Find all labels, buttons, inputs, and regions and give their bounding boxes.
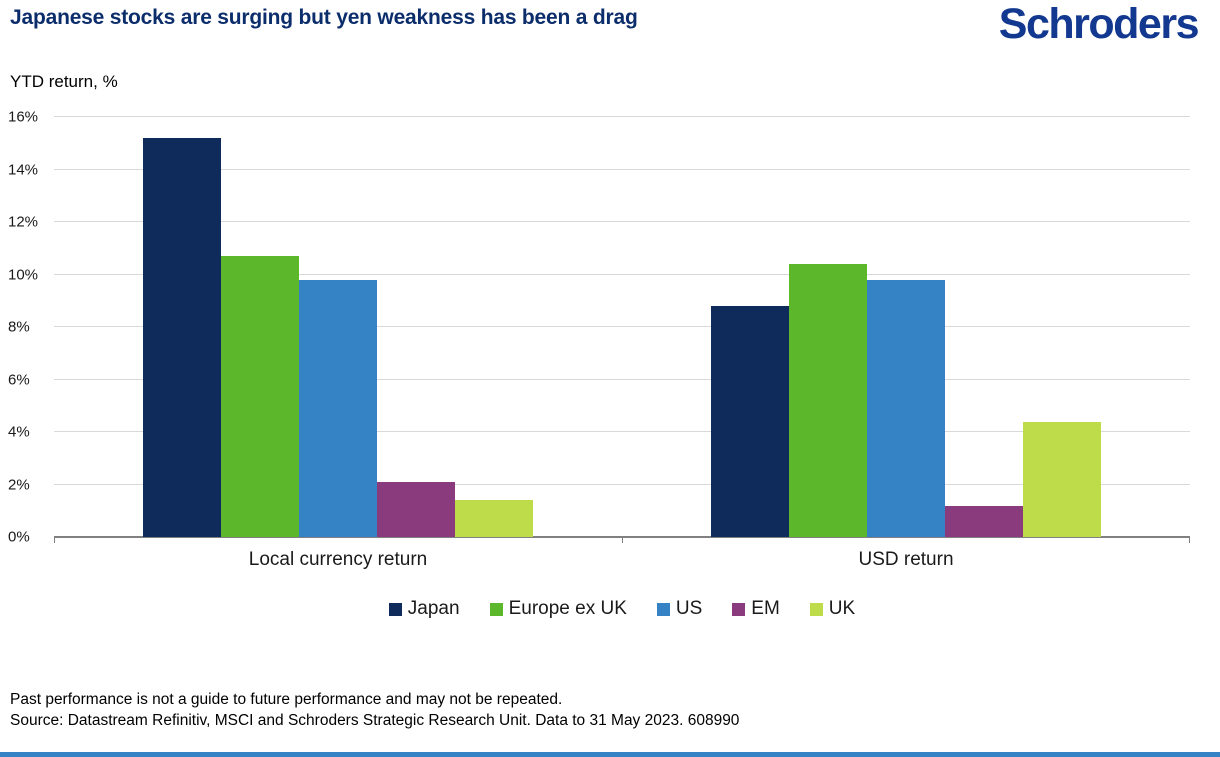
bar-uk-local-currency-return	[455, 500, 533, 537]
y-tick-label: 4%	[8, 423, 30, 441]
gridline	[54, 116, 1190, 117]
legend-item-japan: Japan	[388, 598, 460, 620]
legend-item-em: EM	[732, 598, 780, 620]
bars-usd	[711, 117, 1101, 537]
bar-groups	[54, 117, 1190, 537]
gridline	[54, 221, 1190, 222]
x-axis-labels: Local currency return USD return	[54, 549, 1190, 571]
schroders-logo: Schroders	[998, 0, 1200, 48]
y-tick-label: 10%	[8, 266, 39, 283]
legend-label-em: EM	[751, 598, 780, 619]
bar-uk-usd-return	[1023, 421, 1101, 537]
gridline	[54, 483, 1190, 485]
plot-area	[54, 116, 1190, 543]
gridlines	[54, 116, 1190, 543]
gridline	[54, 273, 1190, 275]
category-label-usd: USD return	[858, 549, 954, 570]
category-label-local-currency: Local currency return	[248, 549, 428, 570]
legend-item-us: US	[656, 598, 703, 620]
y-tick-label: 12%	[8, 213, 39, 231]
legend-label-uk: UK	[828, 598, 856, 619]
bar-europe-ex-uk-local-currency-return	[221, 256, 299, 537]
legend-label-us: US	[675, 598, 703, 619]
bar-japan-usd-return	[711, 306, 789, 537]
y-tick-label: 0%	[8, 528, 30, 546]
legend-swatch-europe-ex-uk	[489, 602, 503, 616]
y-tick-label: 2%	[8, 476, 30, 493]
legend-label-japan: Japan	[407, 598, 460, 619]
bar-chart: 16% 14% 12% 10% 8% 6% 4% 2% 0%	[8, 109, 1190, 546]
bar-us-local-currency-return	[299, 279, 377, 537]
bar-us-usd-return	[867, 279, 945, 537]
legend-item-uk: UK	[809, 598, 856, 620]
bar-japan-local-currency-return	[143, 138, 221, 537]
disclaimer-text: Past performance is not a guide to futur…	[10, 691, 563, 708]
legend-item-europe-ex-uk: Europe ex UK	[489, 598, 627, 620]
bottom-accent-bar	[0, 752, 1220, 757]
x-axis-tick	[622, 537, 623, 543]
y-axis-ticks: 16% 14% 12% 10% 8% 6% 4% 2% 0%	[8, 109, 54, 546]
bar-group-local-currency	[54, 117, 622, 537]
header: Japanese stocks are surging but yen weak…	[10, 0, 1200, 48]
footer: Past performance is not a guide to futur…	[10, 690, 1190, 731]
legend: Japan Europe ex UK US EM UK	[54, 598, 1190, 620]
source-text: Source: Datastream Refinitiv, MSCI and S…	[10, 711, 740, 729]
gridline	[54, 378, 1190, 380]
y-tick-label: 14%	[8, 161, 39, 178]
x-axis-tick	[54, 537, 55, 543]
y-axis-title: YTD return, %	[10, 72, 118, 91]
legend-swatch-em	[732, 602, 746, 616]
y-tick-label: 6%	[8, 371, 30, 388]
legend-label-europe-ex-uk: Europe ex UK	[508, 598, 627, 619]
gridline	[54, 431, 1190, 432]
gridline	[54, 168, 1190, 170]
bar-em-local-currency-return	[377, 481, 455, 537]
bar-em-usd-return	[945, 505, 1023, 537]
y-tick-label: 16%	[8, 108, 39, 126]
chart-title: Japanese stocks are surging but yen weak…	[10, 6, 638, 29]
bar-group-usd	[622, 117, 1190, 537]
gridline	[54, 326, 1190, 327]
x-axis-tick	[1189, 537, 1190, 543]
legend-swatch-uk	[809, 602, 823, 616]
bar-europe-ex-uk-usd-return	[789, 264, 867, 537]
legend-swatch-japan	[388, 602, 402, 616]
legend-swatch-us	[656, 602, 670, 616]
bars-local-currency	[143, 117, 533, 537]
y-tick-label: 8%	[8, 318, 30, 336]
